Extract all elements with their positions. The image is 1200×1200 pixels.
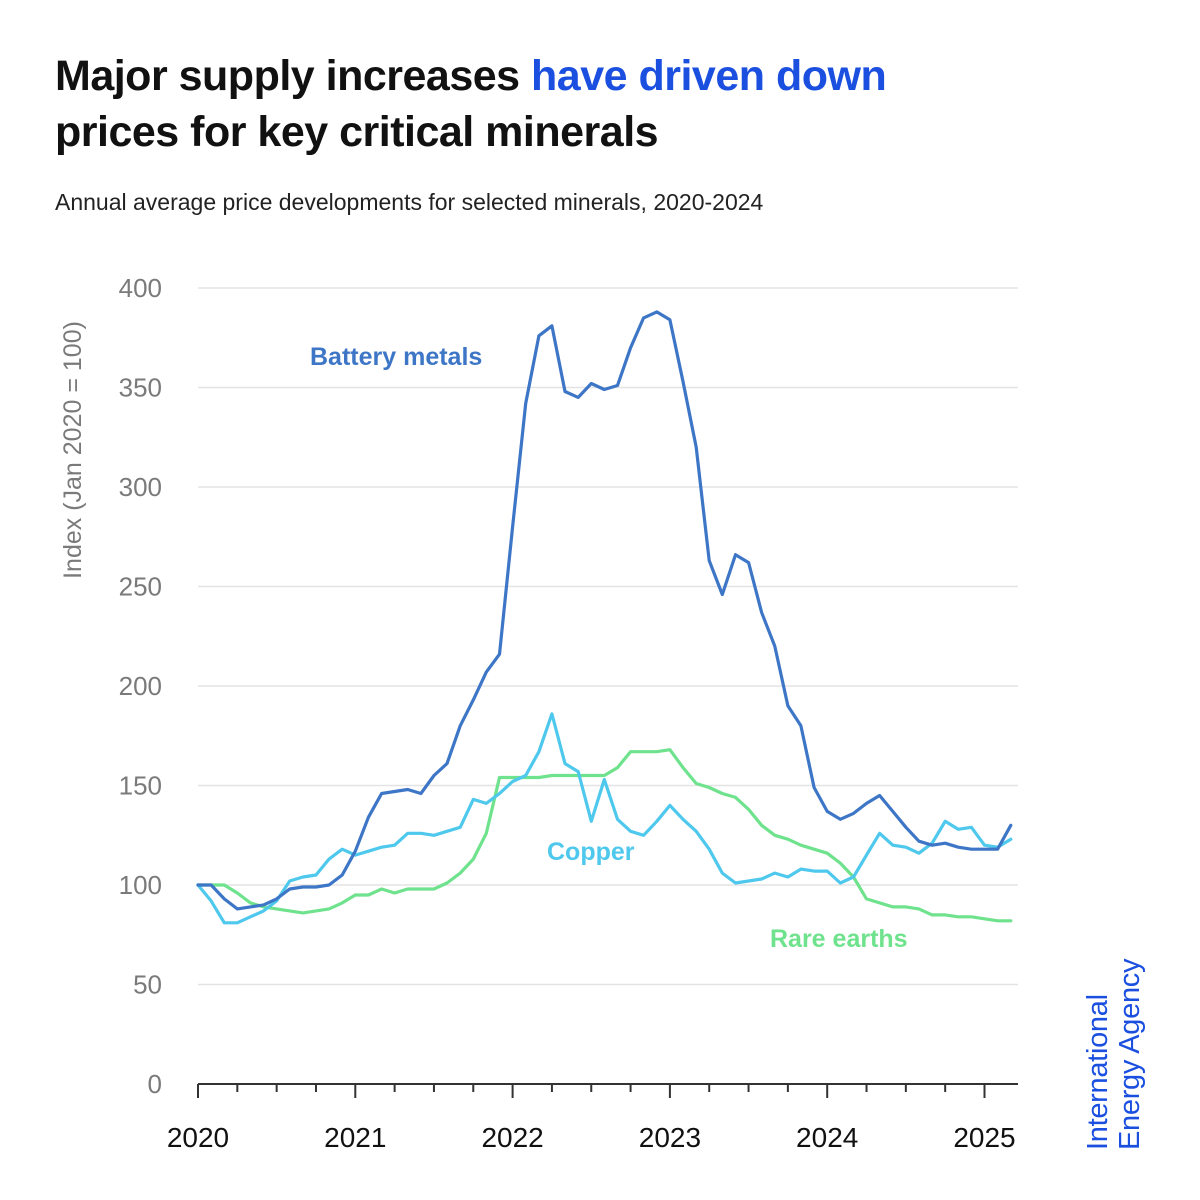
x-tick-label: 2020: [167, 1122, 229, 1153]
y-tick-label: 200: [119, 671, 162, 701]
series-labels: Battery metals Copper Rare earths: [310, 343, 908, 953]
copper-label: Copper: [547, 838, 635, 866]
title-part-1: Major supply increases: [55, 52, 532, 100]
y-tick-label: 100: [119, 870, 162, 900]
x-tick-label: 2024: [796, 1122, 858, 1153]
y-tick-label: 400: [119, 273, 162, 303]
y-tick-label: 250: [119, 572, 162, 602]
x-tick-label: 2023: [639, 1122, 701, 1153]
logo-line-2: Energy Agency: [1114, 958, 1146, 1150]
y-axis: 0 50 100 150 200 250 300 350 400: [119, 273, 162, 1099]
battery-metals-label: Battery metals: [310, 343, 482, 371]
series-lines: [196, 310, 1013, 925]
x-tick-label: 2025: [953, 1122, 1015, 1153]
logo-line-1: International: [1082, 994, 1114, 1150]
chart-subtitle: Annual average price developments for se…: [55, 189, 764, 215]
title-part-2: prices for key critical minerals: [55, 108, 659, 156]
y-tick-label: 350: [119, 373, 162, 403]
title-highlight: have driven down: [531, 52, 887, 100]
x-tick-label: 2022: [481, 1122, 543, 1153]
y-tick-label: 300: [119, 472, 162, 502]
y-axis-title: Index (Jan 2020 = 100): [59, 321, 87, 579]
grid-lines: [198, 287, 1018, 986]
rare-earths-line: [196, 748, 1013, 923]
y-tick-label: 150: [119, 771, 162, 801]
copper-line: [196, 712, 1013, 925]
y-tick-label: 50: [133, 970, 162, 1000]
x-tick-label: 2021: [324, 1122, 386, 1153]
battery-metals-line: [196, 310, 1013, 911]
y-tick-label: 0: [148, 1069, 162, 1099]
rare-earths-label: Rare earths: [770, 925, 908, 953]
chart-title: Major supply increases have driven down p…: [55, 48, 1115, 160]
x-axis: 2020 2021 2022 2023 2024 2025: [167, 1083, 1018, 1153]
